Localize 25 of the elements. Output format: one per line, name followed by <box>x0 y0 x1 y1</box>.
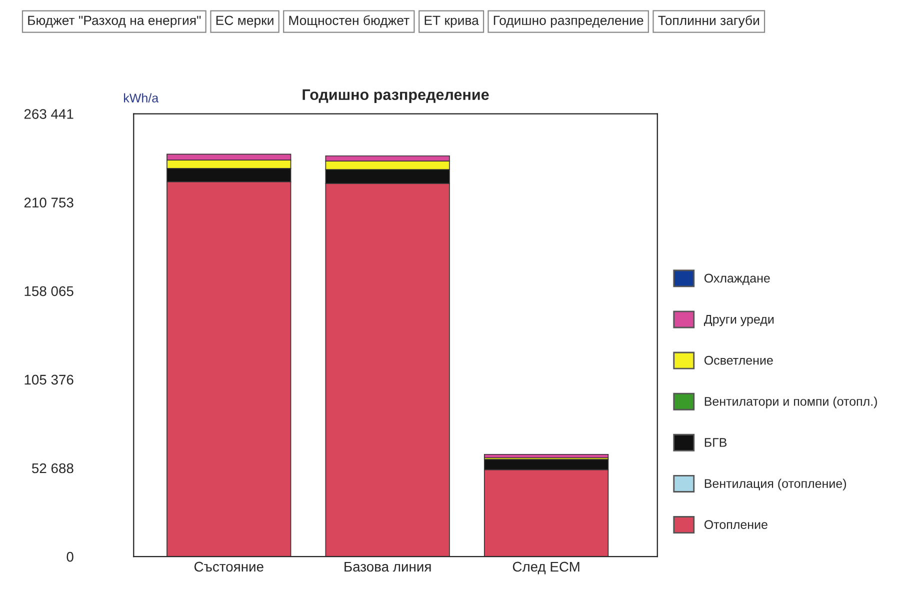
y-tick-label: 105 376 <box>24 374 74 385</box>
legend-label: Отопление <box>704 520 768 529</box>
x-tick-label: Базова линия <box>344 562 431 572</box>
legend-label: Охлаждане <box>704 274 770 285</box>
legend-label: БГВ <box>704 438 727 447</box>
text: Бюджет "Разход на енергия" <box>28 16 201 28</box>
text: ЕС мерки <box>216 16 274 28</box>
text: Топлинни загуби <box>658 15 759 28</box>
x-tick-label: Състояние <box>194 562 264 572</box>
y-axis-title: kWh/a <box>124 93 159 102</box>
text: Мощностен бюджет <box>289 15 410 28</box>
legend-label: Други уреди <box>704 314 774 326</box>
y-tick-label: 263 441 <box>24 109 74 119</box>
x-tick-label: След ЕСМ <box>512 562 580 574</box>
chart-title: Годишно разпределение <box>302 89 489 104</box>
bar <box>484 454 609 458</box>
y-tick-label: 52 688 <box>32 463 74 474</box>
y-tick-label: 158 065 <box>24 286 74 296</box>
y-tick-label: 210 753 <box>24 198 74 208</box>
legend-label: Вентилатори и помпи (отопл.) <box>704 396 877 408</box>
legend-label: Осветление <box>704 356 773 365</box>
text: ЕТ крива <box>424 16 479 28</box>
text: Годишно разпределение <box>494 16 644 28</box>
legend-label: Вентилация (отопление) <box>704 478 846 490</box>
y-tick-label: 0 <box>66 552 74 562</box>
